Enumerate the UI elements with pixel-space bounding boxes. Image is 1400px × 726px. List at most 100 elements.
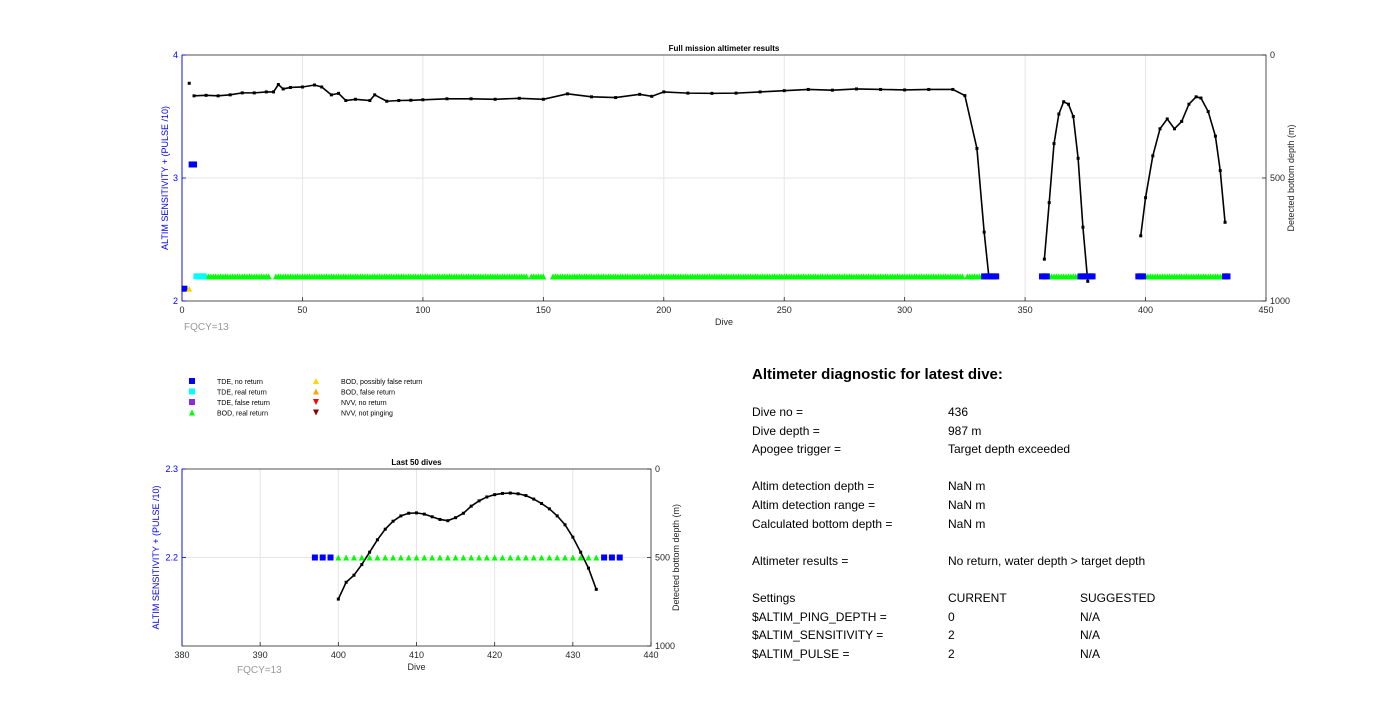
bottom-depth-point xyxy=(469,97,473,101)
bottom-depth-point xyxy=(373,93,377,97)
bottom-depth-point xyxy=(422,512,426,516)
bod-real-return-point xyxy=(452,554,459,561)
y2-tick-label: 500 xyxy=(1270,173,1285,183)
results-label: Altimeter results = xyxy=(752,553,849,568)
bottom-depth-point xyxy=(264,90,268,94)
legend-marker xyxy=(189,388,195,395)
x-tick-label: 410 xyxy=(409,650,424,660)
bod-possibly-false-point xyxy=(186,285,193,292)
tde-real-return-point xyxy=(200,273,207,280)
bottom-depth-point xyxy=(375,538,379,542)
bottom-depth-point xyxy=(446,519,450,523)
bottom-depth-point xyxy=(1218,169,1222,173)
y-tick-label: 2.3 xyxy=(165,464,178,474)
bottom-depth-point xyxy=(1180,119,1184,123)
legend-label: BOD, real return xyxy=(217,411,268,418)
bottom-depth-point xyxy=(383,527,387,531)
bottom-depth-point xyxy=(204,93,208,97)
bottom-depth-point xyxy=(516,492,520,496)
legend-marker xyxy=(313,399,319,405)
fqcy-annotation: FQCY=13 xyxy=(237,665,282,676)
x-tick-label: 150 xyxy=(536,305,551,315)
dive-depth-row: Dive depth = 987 m xyxy=(752,422,1352,441)
results-value: No return, water depth > target depth xyxy=(948,553,1146,568)
bod-real-return-point xyxy=(436,554,443,561)
y-axis-label: ALTIM SENSITIVITY + (PULSE /10) xyxy=(151,486,161,630)
bottom-depth-point xyxy=(477,499,481,503)
bottom-depth-point xyxy=(407,511,411,515)
det-depth-label: Altim detection depth = xyxy=(752,479,875,494)
bottom-depth-point xyxy=(975,146,979,150)
bottom-depth-point xyxy=(288,85,292,89)
legend-marker xyxy=(313,378,319,384)
bottom-depth-point xyxy=(903,88,907,92)
setting-suggested: N/A xyxy=(1080,646,1101,661)
bottom-depth-point xyxy=(571,535,575,539)
legend-label: TDE, false return xyxy=(217,400,270,407)
bottom-depth-point xyxy=(963,94,967,98)
bottom-depth-point xyxy=(329,93,333,97)
bottom-depth-line xyxy=(337,492,598,600)
bottom-depth-point xyxy=(187,81,191,85)
bottom-depth-point xyxy=(1144,196,1148,200)
bod-real-return-point xyxy=(593,554,600,561)
legend-marker xyxy=(189,399,195,405)
x-tick-label: 100 xyxy=(415,305,430,315)
x-tick-label: 250 xyxy=(777,305,792,315)
bottom-depth-point xyxy=(192,94,196,98)
x-tick-label: 400 xyxy=(331,650,346,660)
bottom-depth-point xyxy=(927,87,931,91)
x-tick-label: 390 xyxy=(253,650,268,660)
bottom-depth-point xyxy=(650,94,654,98)
bottom-depth-point xyxy=(532,497,536,501)
bod-real-return-point xyxy=(522,554,529,561)
legend-label: TDE, no return xyxy=(217,379,263,386)
dive-no-row: Dive no = 436 xyxy=(752,403,1352,422)
bod-real-return-point xyxy=(335,554,342,561)
bottom-depth-point xyxy=(1206,110,1210,114)
bottom-depth-point xyxy=(1213,134,1217,138)
tde-no-return-point xyxy=(1224,273,1231,280)
bod-real-return-point xyxy=(491,554,498,561)
bottom-depth-point xyxy=(438,517,442,521)
bottom-depth-point xyxy=(782,89,786,93)
bottom-depth-point xyxy=(951,87,955,91)
bottom-depth-point xyxy=(614,96,618,100)
bod-real-return-point xyxy=(460,554,467,561)
y2-tick-label: 1000 xyxy=(1270,296,1290,306)
tde-no-return-point xyxy=(601,554,608,561)
bottom-depth-point xyxy=(540,502,544,506)
legend: TDE, no return TDE, real return TDE, false… xyxy=(189,378,422,418)
bod-real-return-point xyxy=(530,554,537,561)
bottom-depth-point xyxy=(344,580,348,584)
bottom-depth-line xyxy=(194,83,990,278)
bottom-depth-point xyxy=(565,92,569,96)
settings-header-row: Settings CURRENT SUGGESTED xyxy=(752,589,1352,608)
tde-no-return-point xyxy=(608,554,615,561)
bottom-depth-point xyxy=(454,516,458,520)
x-tick-label: 430 xyxy=(565,650,580,660)
bottom-depth-point xyxy=(524,494,528,498)
bod-real-return-point xyxy=(577,554,584,561)
bottom-depth-point xyxy=(1151,154,1155,158)
bottom-depth-point xyxy=(276,83,280,87)
bottom-depth-point xyxy=(368,99,372,103)
bottom-depth-point xyxy=(1086,279,1090,283)
bottom-depth-point xyxy=(1158,127,1162,131)
y2-tick-label: 500 xyxy=(655,553,670,563)
bottom-depth-point xyxy=(391,519,395,523)
bottom-depth-point xyxy=(320,85,324,89)
x-tick-label: 200 xyxy=(656,305,671,315)
bottom-depth-point xyxy=(415,511,418,515)
setting-row: $ALTIM_PING_DEPTH = 0 N/A xyxy=(752,608,1352,627)
y2-tick-label: 0 xyxy=(1270,50,1275,60)
bottom-depth-point xyxy=(686,91,690,95)
bottom-depth-point xyxy=(508,491,512,495)
bottom-depth-point xyxy=(1052,142,1056,146)
bottom-depth-point xyxy=(1187,102,1191,106)
tde-no-return-point xyxy=(1140,273,1147,280)
bod-real-return-point xyxy=(585,554,592,561)
det-range-label: Altim detection range = xyxy=(752,497,876,512)
setting-name: $ALTIM_SENSITIVITY = xyxy=(752,628,884,643)
